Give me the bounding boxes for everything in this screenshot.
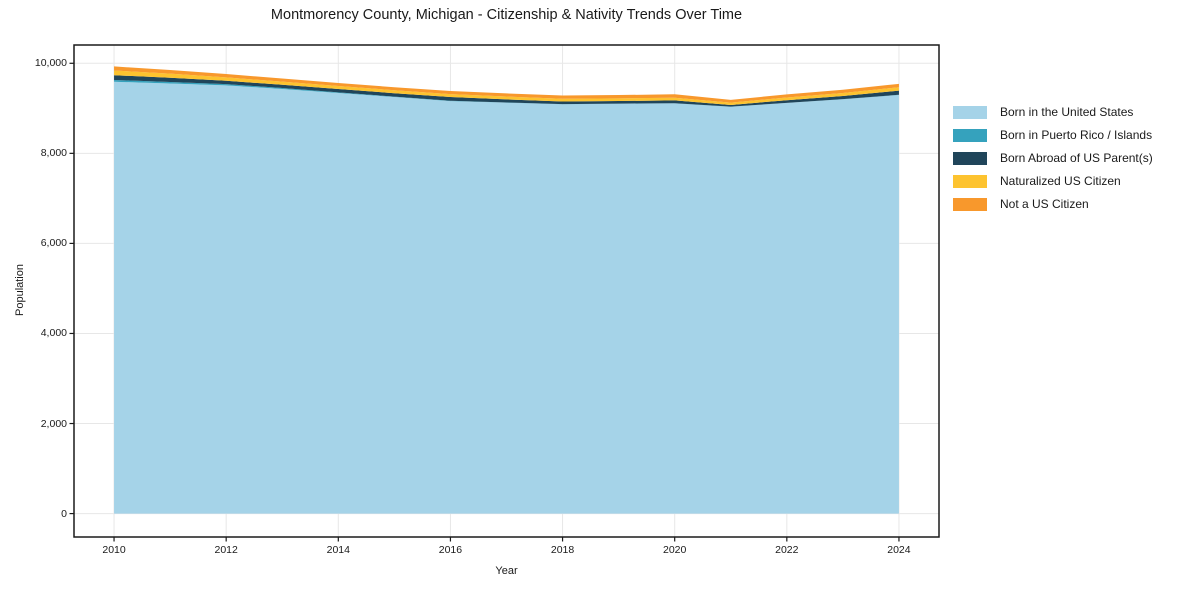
legend-label-born-abroad: Born Abroad of US Parent(s) [1000,151,1153,165]
legend-swatch-puerto-rico [953,128,987,142]
legend-item-born-us: Born in the United States [953,105,1153,119]
y-tick-label: 0 [61,507,67,520]
x-tick-label: 2012 [214,544,238,556]
y-tick-label: 8,000 [40,147,67,160]
area-series-2 [114,75,899,107]
plot-area [69,44,940,542]
legend-item-puerto-rico: Born in Puerto Rico / Islands [953,128,1153,142]
legend-swatch-not-citizen [953,197,987,211]
y-tick-label: 2,000 [40,417,67,430]
legend-label-puerto-rico: Born in Puerto Rico / Islands [1000,128,1153,142]
legend-label-not-citizen: Not a US Citizen [1000,197,1089,211]
plot-border [73,44,940,538]
area-series-0 [114,81,899,514]
area-series-4 [114,66,899,103]
y-tick-label: 4,000 [40,327,67,340]
x-tick-label: 2020 [663,544,687,556]
legend-item-born-abroad: Born Abroad of US Parent(s) [953,151,1153,165]
area-series-3 [114,70,899,105]
x-axis-label: Year [495,565,518,577]
y-tick-label: 10,000 [34,57,67,70]
legend-label-born-us: Born in the United States [1000,105,1134,119]
legend-swatch-naturalized [953,174,987,188]
y-tick-label: 6,000 [40,237,67,250]
x-tick-label: 2014 [326,544,350,556]
x-tick-label: 2024 [887,544,911,556]
legend-swatch-born-abroad [953,151,987,165]
legend-item-naturalized: Naturalized US Citizen [953,174,1153,188]
x-tick-label: 2016 [438,544,463,556]
chart-title: Montmorency County, Michigan - Citizensh… [270,7,743,23]
x-tick-label: 2022 [775,544,799,556]
legend-label-naturalized: Naturalized US Citizen [1000,174,1121,188]
legend: Born in the United States Born in Puerto… [953,105,1153,220]
x-tick-label: 2010 [102,544,126,556]
legend-swatch-born-us [953,105,987,119]
legend-item-not-citizen: Not a US Citizen [953,197,1153,211]
x-tick-label: 2018 [550,544,575,556]
